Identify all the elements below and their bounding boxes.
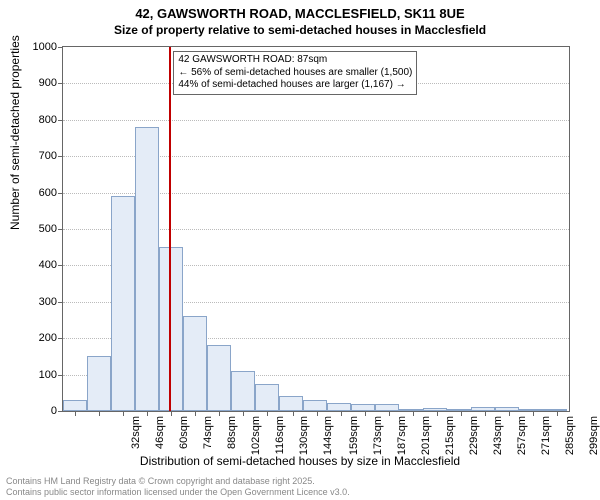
y-tick-label: 600	[21, 187, 57, 199]
y-tick-label: 400	[21, 259, 57, 271]
credits-line1: Contains HM Land Registry data © Crown c…	[6, 476, 350, 487]
x-tick-mark	[219, 411, 220, 416]
y-tick-label: 800	[21, 114, 57, 126]
x-tick-mark	[147, 411, 148, 416]
histogram-bar	[375, 404, 399, 411]
x-tick-mark	[509, 411, 510, 416]
credits-line2: Contains public sector information licen…	[6, 487, 350, 498]
reference-line	[169, 47, 171, 411]
x-tick-mark	[413, 411, 414, 416]
y-tick-label: 700	[21, 150, 57, 162]
y-tick-label: 300	[21, 296, 57, 308]
x-tick-mark	[461, 411, 462, 416]
histogram-bar	[135, 127, 159, 411]
x-tick-mark	[123, 411, 124, 416]
y-axis-label: Number of semi-detached properties	[8, 35, 22, 230]
x-axis-label: Distribution of semi-detached houses by …	[0, 454, 600, 468]
gridline	[63, 120, 569, 121]
histogram-bar	[471, 407, 495, 411]
y-tick-mark	[58, 120, 63, 121]
histogram-bar	[303, 400, 327, 411]
annotation-line3: 44% of semi-detached houses are larger (…	[178, 79, 412, 92]
x-tick-mark	[293, 411, 294, 416]
histogram-bar	[447, 409, 471, 411]
y-tick-mark	[58, 193, 63, 194]
histogram-bar	[207, 345, 231, 411]
x-tick-mark	[341, 411, 342, 416]
x-tick-mark	[99, 411, 100, 416]
y-tick-label: 1000	[21, 41, 57, 53]
histogram-bar	[183, 316, 207, 411]
y-tick-label: 0	[21, 405, 57, 417]
histogram-bar	[399, 409, 423, 411]
x-tick-mark	[195, 411, 196, 416]
x-tick-mark	[437, 411, 438, 416]
histogram-bar	[255, 384, 279, 411]
x-tick-mark	[533, 411, 534, 416]
histogram-bar	[231, 371, 255, 411]
histogram-bar	[87, 356, 111, 411]
y-tick-label: 100	[21, 369, 57, 381]
histogram-bar	[351, 404, 375, 411]
histogram-bar	[279, 396, 303, 411]
y-tick-mark	[58, 47, 63, 48]
x-tick-mark	[365, 411, 366, 416]
histogram-bar	[63, 400, 87, 411]
x-tick-mark	[171, 411, 172, 416]
chart-plot-area: 0100200300400500600700800900100032sqm46s…	[62, 46, 570, 412]
histogram-bar	[519, 409, 543, 411]
x-tick-mark	[557, 411, 558, 416]
y-tick-mark	[58, 156, 63, 157]
x-tick-mark	[75, 411, 76, 416]
chart-title: 42, GAWSWORTH ROAD, MACCLESFIELD, SK11 8…	[0, 0, 600, 21]
credits: Contains HM Land Registry data © Crown c…	[6, 476, 350, 498]
y-tick-label: 500	[21, 223, 57, 235]
y-tick-label: 900	[21, 77, 57, 89]
annotation-line1: 42 GAWSWORTH ROAD: 87sqm	[178, 54, 412, 67]
y-tick-mark	[58, 83, 63, 84]
x-tick-mark	[267, 411, 268, 416]
x-tick-mark	[243, 411, 244, 416]
y-tick-mark	[58, 411, 63, 412]
y-tick-mark	[58, 338, 63, 339]
histogram-bar	[111, 196, 135, 411]
annotation-line2: ← 56% of semi-detached houses are smalle…	[178, 67, 412, 80]
x-tick-mark	[389, 411, 390, 416]
y-tick-mark	[58, 375, 63, 376]
histogram-bar	[327, 403, 351, 411]
x-tick-mark	[317, 411, 318, 416]
annotation-box: 42 GAWSWORTH ROAD: 87sqm ← 56% of semi-d…	[173, 51, 417, 95]
y-tick-label: 200	[21, 332, 57, 344]
chart-subtitle: Size of property relative to semi-detach…	[0, 21, 600, 37]
x-tick-mark	[485, 411, 486, 416]
histogram-bar	[423, 408, 447, 411]
histogram-bar	[543, 409, 567, 411]
histogram-bar	[495, 407, 519, 411]
y-tick-mark	[58, 265, 63, 266]
y-tick-mark	[58, 229, 63, 230]
y-tick-mark	[58, 302, 63, 303]
